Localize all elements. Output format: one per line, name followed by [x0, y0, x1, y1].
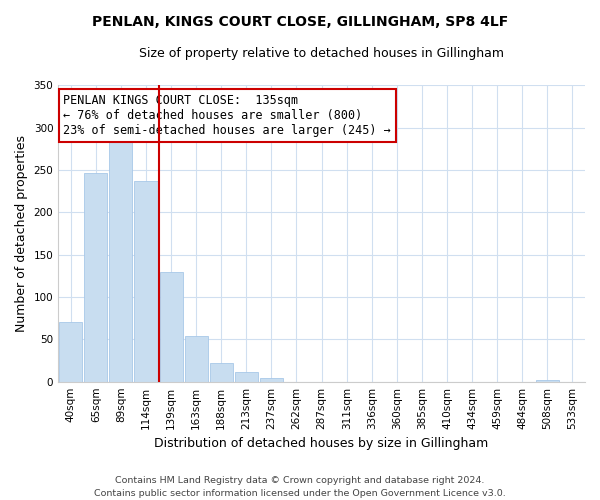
Bar — [185, 336, 208, 382]
Text: PENLAN KINGS COURT CLOSE:  135sqm
← 76% of detached houses are smaller (800)
23%: PENLAN KINGS COURT CLOSE: 135sqm ← 76% o… — [64, 94, 391, 137]
Bar — [235, 372, 258, 382]
Text: PENLAN, KINGS COURT CLOSE, GILLINGHAM, SP8 4LF: PENLAN, KINGS COURT CLOSE, GILLINGHAM, S… — [92, 15, 508, 29]
Text: Contains HM Land Registry data © Crown copyright and database right 2024.
Contai: Contains HM Land Registry data © Crown c… — [94, 476, 506, 498]
Title: Size of property relative to detached houses in Gillingham: Size of property relative to detached ho… — [139, 48, 504, 60]
Y-axis label: Number of detached properties: Number of detached properties — [15, 135, 28, 332]
Bar — [160, 272, 182, 382]
Bar — [209, 363, 233, 382]
X-axis label: Distribution of detached houses by size in Gillingham: Distribution of detached houses by size … — [154, 437, 489, 450]
Bar — [59, 322, 82, 382]
Bar — [84, 174, 107, 382]
Bar — [536, 380, 559, 382]
Bar — [260, 378, 283, 382]
Bar — [109, 141, 133, 382]
Bar — [134, 181, 158, 382]
